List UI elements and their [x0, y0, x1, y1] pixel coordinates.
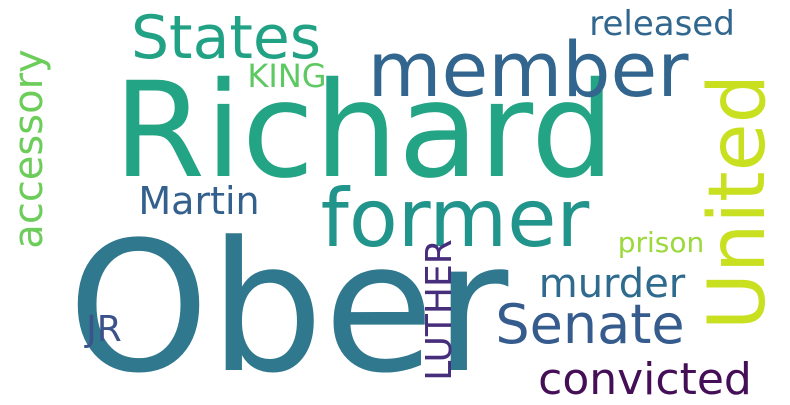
word-luther: LUTHER	[419, 239, 460, 381]
word-accessory: accessory	[6, 49, 52, 249]
word-murder: murder	[538, 261, 686, 307]
word-prison: prison	[617, 226, 705, 259]
word-member: member	[367, 25, 689, 114]
word-states: States	[130, 3, 322, 73]
word-martin: Martin	[138, 179, 260, 223]
word-king: KING	[247, 57, 327, 95]
word-released: released	[589, 4, 735, 44]
word-united: United	[693, 73, 783, 331]
word-jr: JR	[86, 309, 122, 350]
word-former: former	[320, 172, 590, 265]
word-ober: Ober	[67, 204, 509, 405]
word-convicted: convicted	[538, 354, 752, 405]
word-senate: Senate	[495, 293, 685, 356]
word-richard: Richard	[113, 54, 615, 208]
